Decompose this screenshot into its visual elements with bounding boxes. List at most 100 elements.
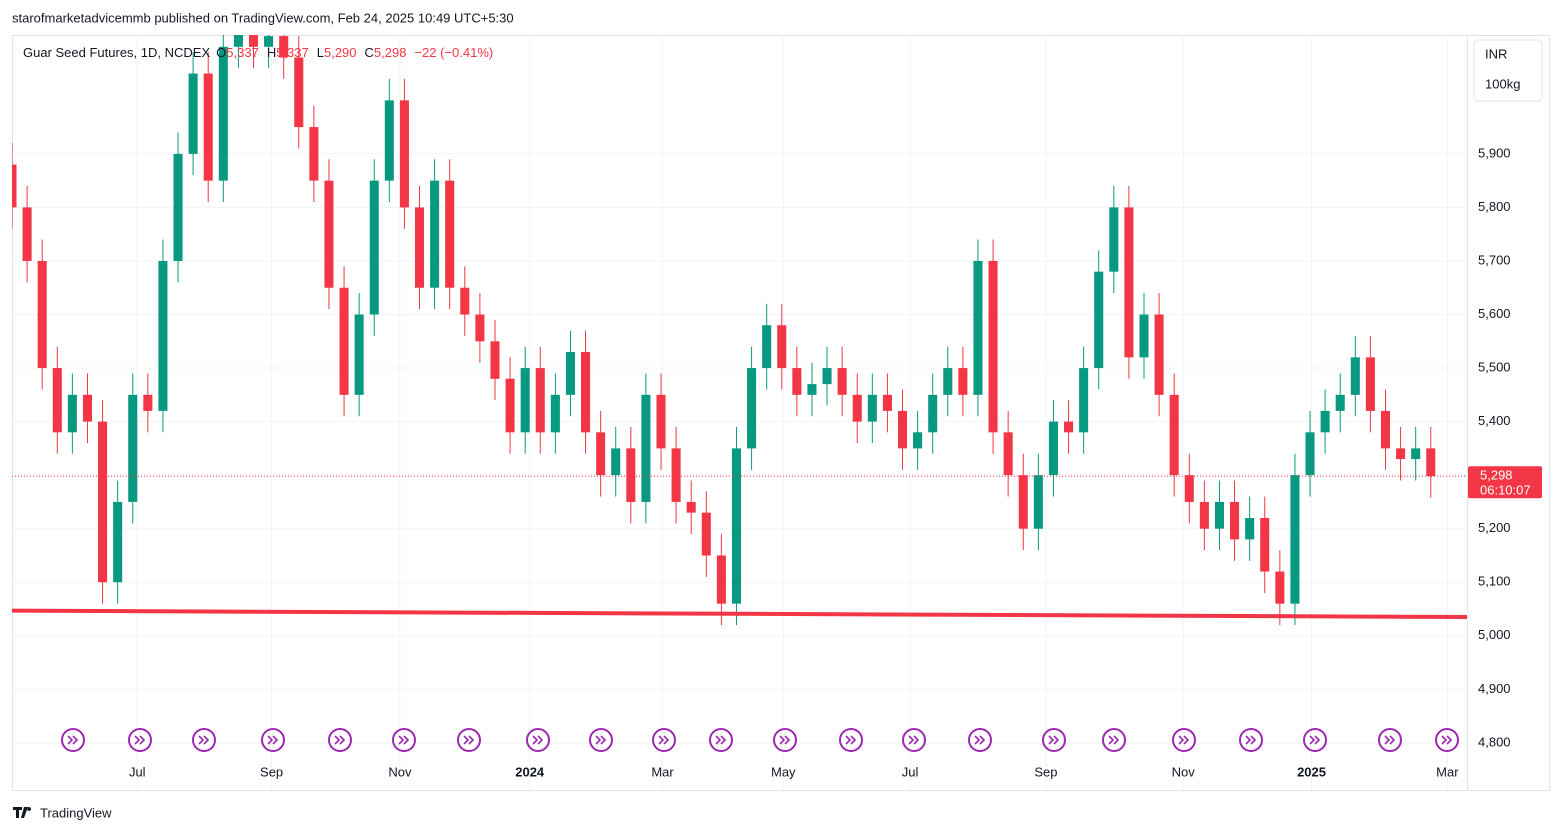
- candle-body: [1064, 421, 1074, 433]
- legend-item: O: [216, 45, 226, 60]
- candle-body: [777, 325, 787, 369]
- candle-body: [1426, 448, 1436, 477]
- chart-frame: [12, 35, 1550, 791]
- candle-body: [822, 368, 832, 385]
- candle-body: [1124, 207, 1134, 358]
- candle-body: [1139, 314, 1149, 358]
- candle-body: [339, 287, 349, 395]
- candle-body: [897, 410, 908, 449]
- candle-body: [505, 378, 515, 433]
- candle-body: [701, 512, 711, 556]
- event-icon: [392, 728, 416, 752]
- candle-body: [294, 57, 304, 128]
- event-icon: [457, 728, 481, 752]
- legend-item: −22 (−0.41%): [414, 45, 493, 60]
- legend-item: 5,290: [324, 45, 357, 60]
- legend-item: L: [317, 45, 324, 60]
- candle-body: [128, 394, 138, 502]
- candle-body: [369, 180, 379, 315]
- candle-body: [1184, 475, 1194, 502]
- y-tick-label: 5,100: [1478, 574, 1511, 589]
- event-arrow: [1048, 735, 1060, 745]
- event-icon: [968, 728, 992, 752]
- y-tick-label: 4,900: [1478, 681, 1511, 696]
- candle-body: [1154, 314, 1164, 395]
- candle-body: [913, 432, 923, 449]
- x-tick-label: Mar: [1436, 764, 1459, 779]
- event-arrow: [398, 735, 410, 745]
- candle-body: [958, 368, 968, 395]
- event-arrow: [1178, 735, 1190, 745]
- event-arrow: [267, 735, 279, 745]
- event-icon: [1042, 728, 1066, 752]
- candle-body: [1199, 501, 1209, 529]
- candle-body: [1275, 571, 1285, 604]
- candle-body: [82, 394, 92, 422]
- candle-body: [641, 394, 651, 502]
- event-icon: [1239, 728, 1263, 752]
- candle-body: [792, 368, 802, 395]
- candle-body: [1230, 501, 1240, 540]
- candle-body: [1245, 517, 1255, 540]
- event-arrow: [595, 735, 607, 745]
- candle-body: [1003, 432, 1013, 476]
- candle-body: [173, 153, 183, 261]
- candle-body: [1380, 410, 1391, 449]
- event-arrow: [1245, 735, 1257, 745]
- event-arrow: [658, 735, 670, 745]
- candle-body: [762, 325, 772, 369]
- y-tick-label: 5,600: [1478, 306, 1511, 321]
- candle-body: [581, 351, 591, 433]
- candle-body: [188, 73, 198, 154]
- y-tick-label: 5,800: [1478, 199, 1511, 214]
- candle-body: [1169, 394, 1179, 476]
- candle-body: [1018, 475, 1028, 529]
- y-tick-label: 5,200: [1478, 520, 1511, 535]
- candle-body: [852, 394, 862, 422]
- legend-item: Guar Seed Futures, 1D, NCDEX: [23, 45, 210, 60]
- x-tick-label: Nov: [388, 764, 412, 779]
- legend-item: H: [267, 45, 276, 60]
- y-tick-label: 5,400: [1478, 413, 1511, 428]
- candle-body: [264, 36, 274, 47]
- candle-body: [384, 100, 394, 181]
- candle-body: [550, 394, 560, 433]
- unit-box[interactable]: [1473, 39, 1543, 102]
- header: starofmarketadvicemmb published on Tradi…: [12, 10, 514, 25]
- legend-item: 5,337: [226, 45, 259, 60]
- candle-body: [867, 394, 877, 422]
- event-arrow: [715, 735, 727, 745]
- candles: [12, 35, 1467, 626]
- candle-body: [1260, 517, 1270, 572]
- candle-body: [1290, 475, 1300, 604]
- trendline: [12, 608, 1467, 620]
- event-arrow: [974, 735, 986, 745]
- event-arrow: [134, 735, 146, 745]
- candle-body: [1350, 357, 1360, 395]
- legend-item: 5,337: [276, 45, 309, 60]
- event-icon: [1435, 728, 1459, 752]
- candle-body: [324, 180, 334, 288]
- event-arrow: [908, 735, 920, 745]
- candle-body: [535, 368, 545, 433]
- candle-body: [1214, 501, 1224, 529]
- event-icon: [526, 728, 550, 752]
- legend-item: 5,298: [374, 45, 407, 60]
- last-price-label: 5,298: [1480, 468, 1513, 483]
- candle-body: [233, 35, 243, 47]
- x-tick-label: Nov: [1172, 764, 1196, 779]
- x-tick-label: Sep: [1034, 764, 1057, 779]
- candle-body: [113, 501, 123, 583]
- candle-body: [1305, 432, 1315, 476]
- candle-body: [309, 127, 319, 181]
- y-tick-label: 5,000: [1478, 627, 1511, 642]
- candle-body: [98, 421, 108, 583]
- event-icon: [839, 728, 863, 752]
- event-icon: [192, 728, 216, 752]
- candle-body: [22, 207, 32, 261]
- candle-body: [611, 448, 621, 476]
- event-icon: [709, 728, 733, 752]
- candle-body: [565, 351, 575, 395]
- event-arrow: [1441, 735, 1453, 745]
